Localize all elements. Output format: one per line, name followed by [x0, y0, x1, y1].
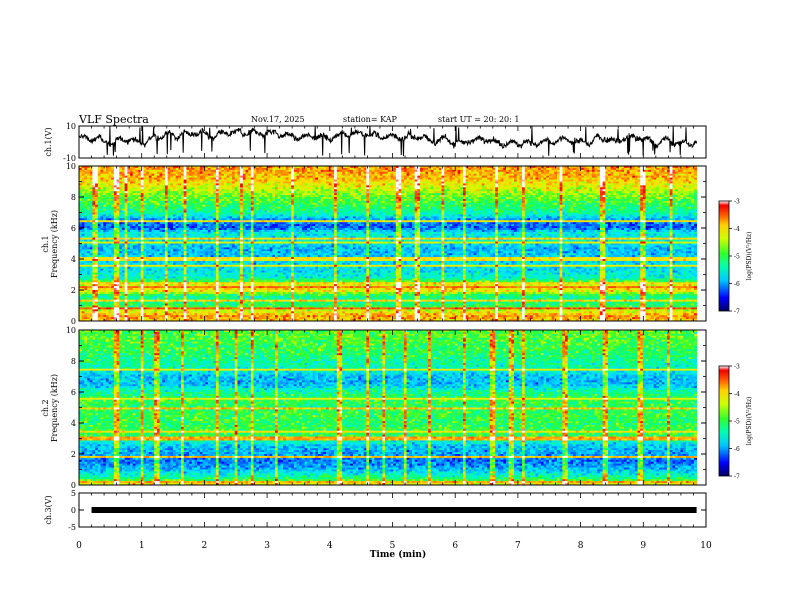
- ch1-ylabel: ch.1(V): [44, 127, 53, 156]
- figure-date: Nov.17, 2025: [251, 115, 305, 124]
- figure-station: station= KAP: [343, 115, 398, 124]
- figure-start-time: start UT = 20: 20: 1: [438, 115, 519, 124]
- ch1-waveform-line: [79, 126, 697, 156]
- ch1-waveform-panel: 10-10 ch.1(V): [44, 122, 706, 163]
- figure-title: VLF Spectra: [78, 113, 149, 126]
- y-tick-label: 10: [66, 122, 76, 131]
